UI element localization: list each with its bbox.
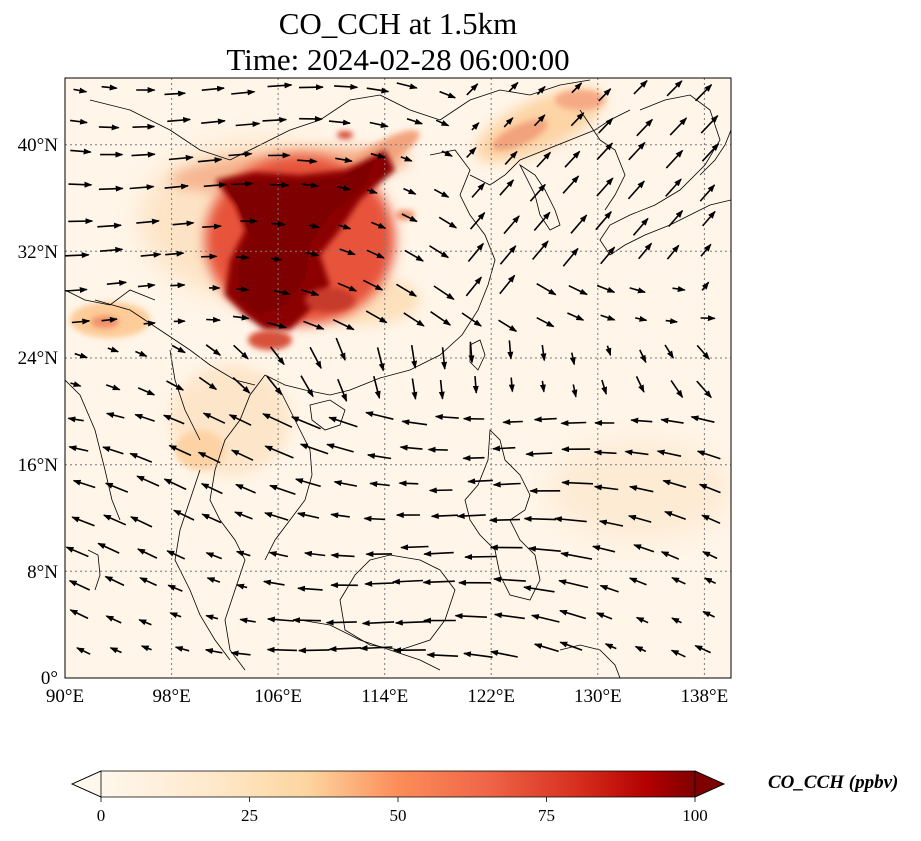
lat-tick-label: 40°N	[18, 135, 59, 156]
wind-arrow	[365, 583, 394, 584]
wind-arrow	[270, 185, 289, 186]
colorbar: 0 25 50 75 100 CO_CCH (ppbv)	[72, 771, 898, 825]
lon-tick-label: 106°E	[254, 686, 302, 707]
colorbar-tick-label: 75	[538, 806, 555, 825]
wind-arrow	[201, 256, 216, 257]
wind-arrow	[170, 285, 184, 286]
lat-tick-label: 32°N	[18, 242, 59, 263]
wind-arrow	[561, 423, 586, 424]
wind-arrow	[299, 87, 323, 88]
wind-arrow	[400, 483, 419, 484]
lat-tick-labels: 0° 8°N 16°N 24°N 32°N 40°N	[18, 135, 59, 689]
wind-arrow	[268, 650, 297, 651]
plot-title-line2: Time: 2024-02-28 06:00:00	[226, 42, 569, 77]
wind-arrow	[526, 453, 552, 454]
lat-tick-label: 0°	[41, 668, 58, 689]
wind-arrow	[401, 547, 428, 548]
wind-arrow	[65, 255, 88, 256]
lat-tick-label: 8°N	[27, 562, 58, 583]
wind-arrow	[465, 557, 496, 558]
lon-tick-labels: 90°E 98°E 106°E 114°E 122°E 130°E 138°E	[46, 686, 728, 707]
wind-arrow	[503, 422, 523, 423]
colorbar-tick-label: 50	[390, 806, 407, 825]
wind-arrow	[206, 320, 220, 321]
wind-arrow	[99, 127, 119, 128]
lon-tick-label: 98°E	[152, 686, 190, 707]
wind-arrow	[493, 448, 515, 449]
lon-tick-label: 90°E	[46, 686, 84, 707]
wind-arrow	[327, 622, 357, 623]
wind-arrow	[432, 515, 458, 516]
wind-arrow	[293, 620, 321, 621]
wind-arrow	[236, 289, 248, 290]
colorbar-min-extend	[72, 771, 101, 797]
wind-arrow	[202, 226, 221, 227]
colorbar-max-extend	[695, 771, 724, 797]
wind-arrow	[99, 188, 123, 189]
wind-arrow	[535, 419, 557, 420]
wind-arrow	[430, 490, 453, 491]
wind-arrow	[490, 520, 520, 521]
lon-tick-label: 130°E	[574, 686, 622, 707]
colorbar-tick-label: 25	[241, 806, 258, 825]
wind-arrow	[463, 458, 484, 459]
wind-arrow	[144, 323, 155, 324]
wind-arrow	[231, 184, 252, 185]
lon-tick-label: 114°E	[361, 686, 408, 707]
wind-arrow	[299, 650, 330, 651]
wind-arrow	[429, 450, 448, 451]
colorbar-label: CO_CCH (ppbv)	[768, 772, 898, 793]
plot-title-line1: CO_CCH at 1.5km	[279, 6, 518, 41]
map-panel	[65, 73, 731, 678]
wind-arrow	[525, 519, 556, 520]
colorbar-tick-label: 0	[97, 806, 106, 825]
lat-tick-label: 16°N	[18, 455, 59, 476]
lat-tick-label: 24°N	[18, 348, 59, 369]
lon-tick-label: 122°E	[467, 686, 515, 707]
wind-arrow	[364, 518, 385, 519]
wind-arrow	[133, 127, 155, 128]
wind-arrow	[69, 184, 92, 185]
lon-tick-label: 138°E	[681, 686, 729, 707]
colorbar-tick-label: 100	[682, 806, 708, 825]
colorbar-gradient	[101, 771, 695, 797]
